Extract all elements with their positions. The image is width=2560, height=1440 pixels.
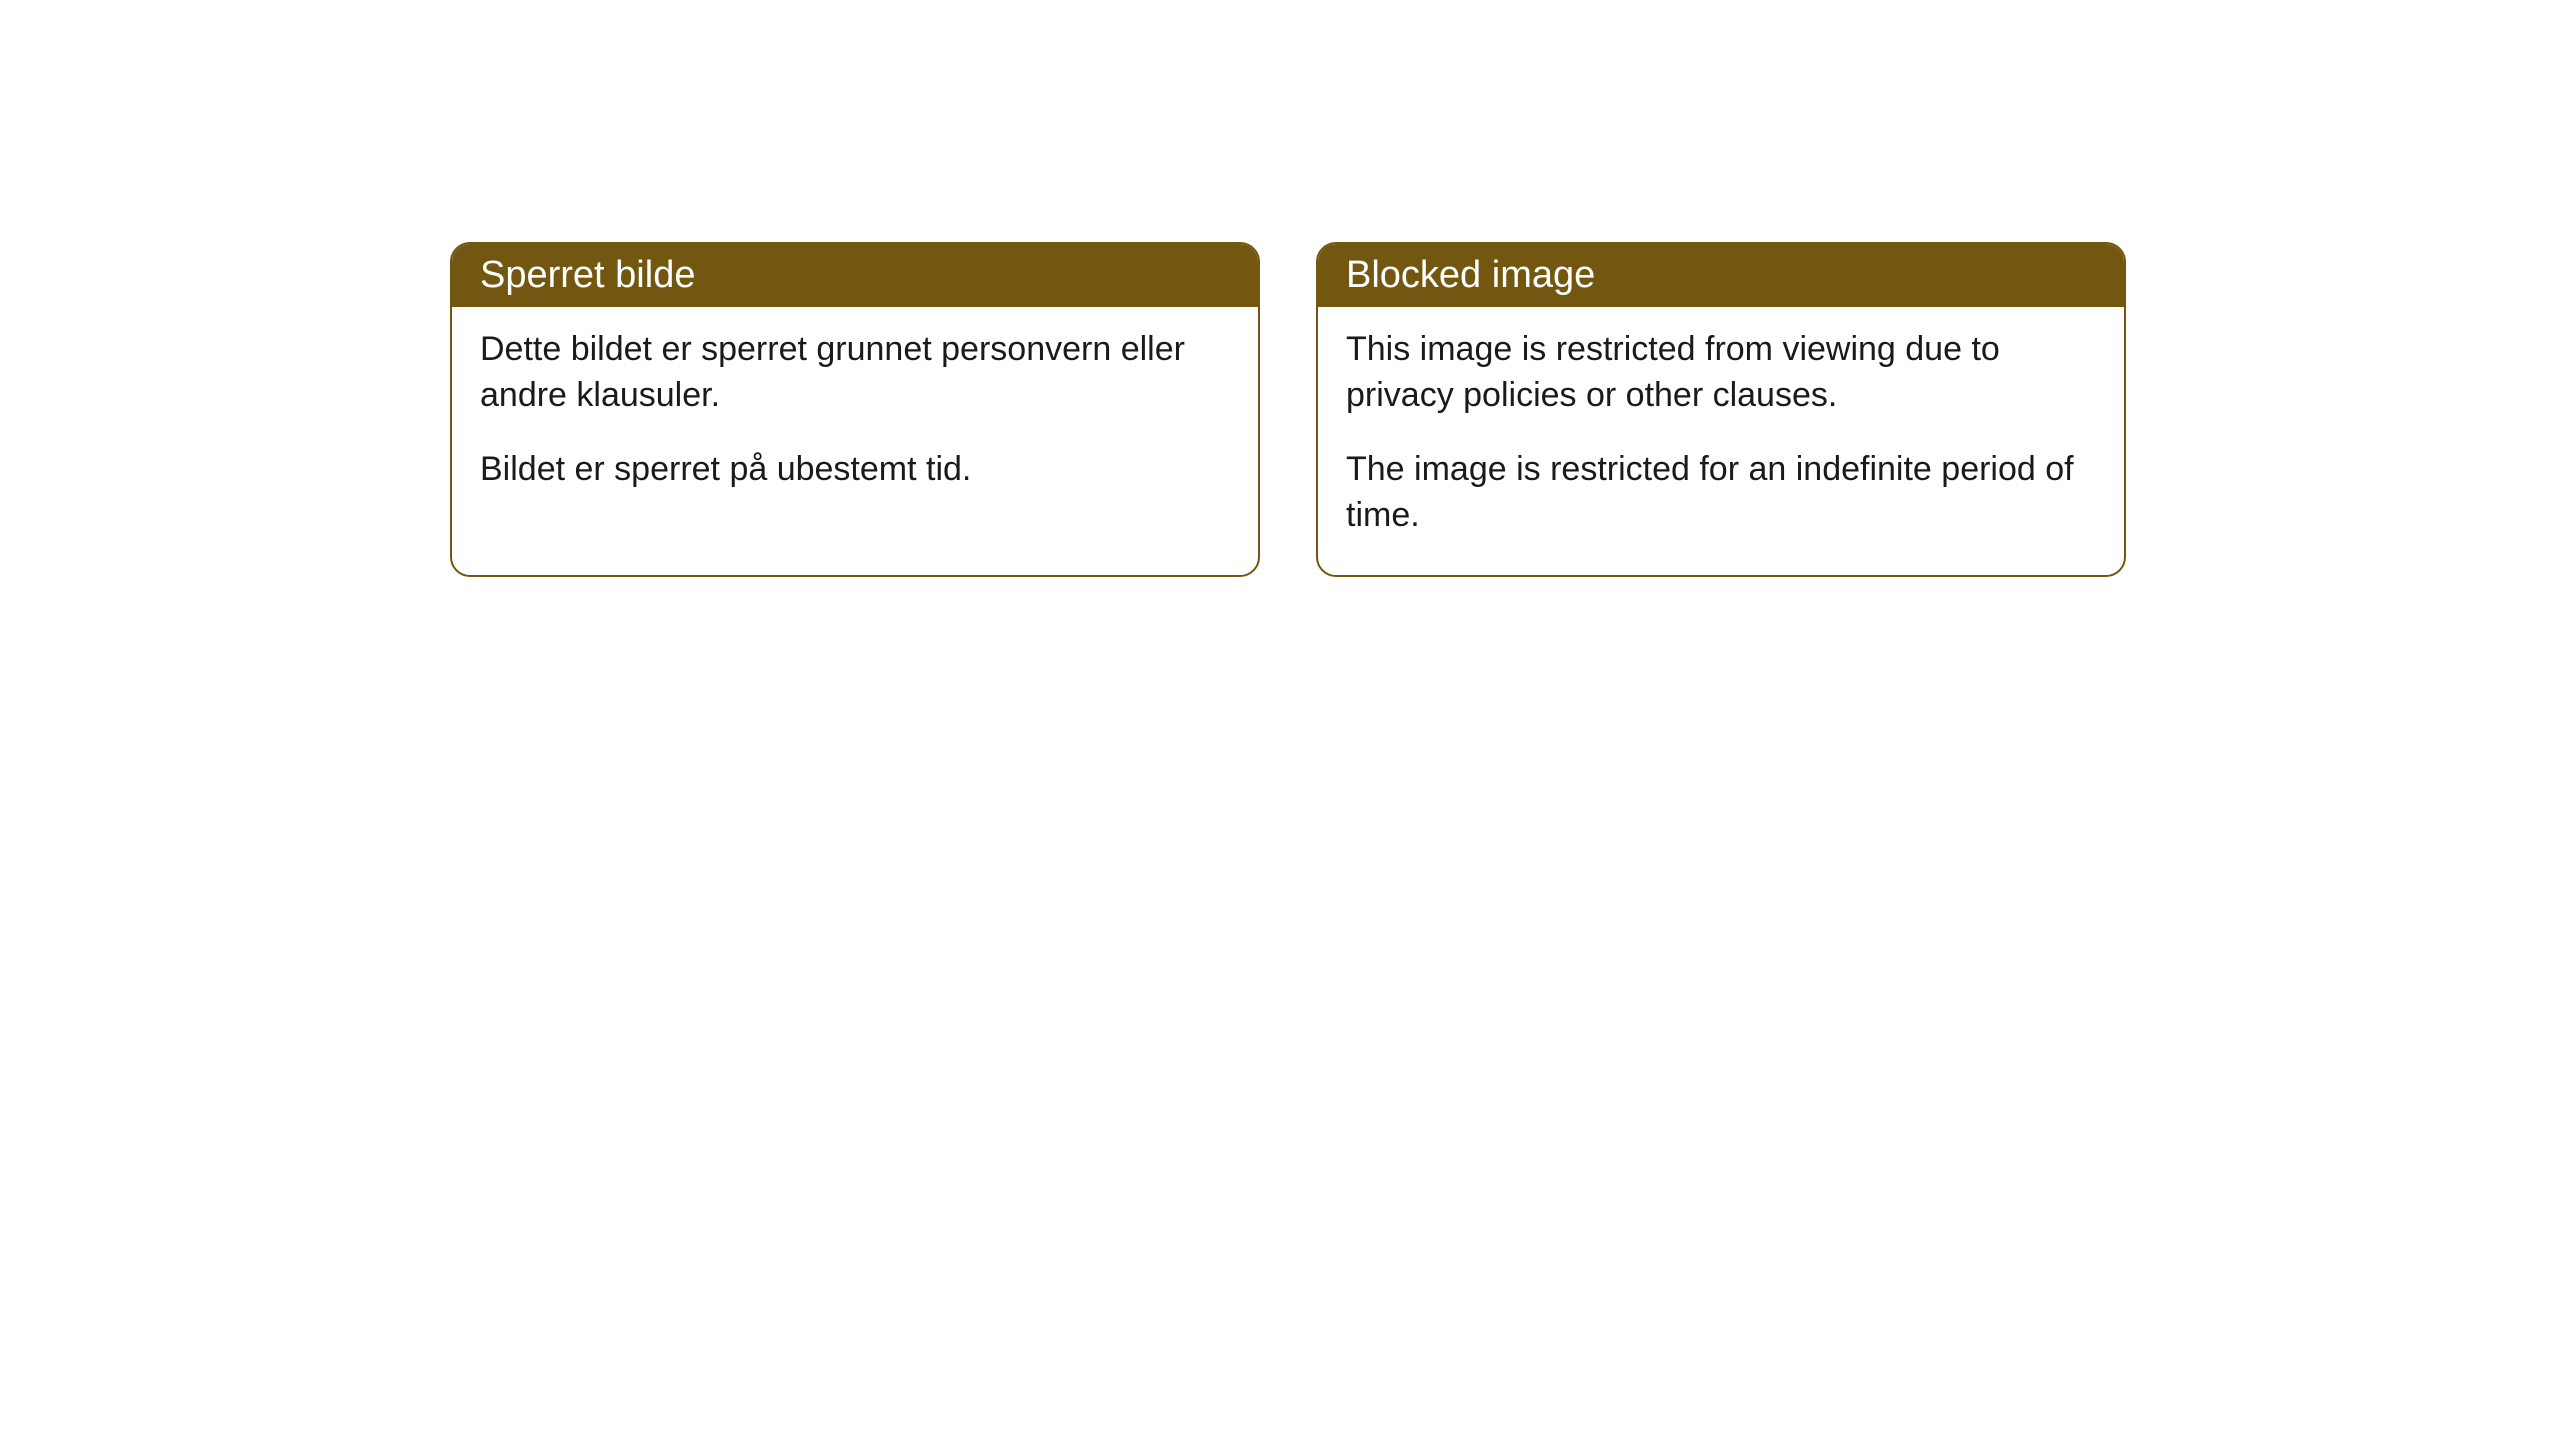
notice-title: Sperret bilde xyxy=(480,254,695,296)
notice-body-norwegian: Dette bildet er sperret grunnet personve… xyxy=(452,307,1258,529)
notice-card-norwegian: Sperret bilde Dette bildet er sperret gr… xyxy=(450,242,1260,577)
notice-header-english: Blocked image xyxy=(1318,244,2124,307)
notice-body-english: This image is restricted from viewing du… xyxy=(1318,307,2124,575)
notice-title: Blocked image xyxy=(1346,254,1595,296)
notice-paragraph: The image is restricted for an indefinit… xyxy=(1346,447,2096,539)
notice-card-english: Blocked image This image is restricted f… xyxy=(1316,242,2126,577)
notice-paragraph: Dette bildet er sperret grunnet personve… xyxy=(480,327,1230,419)
notice-header-norwegian: Sperret bilde xyxy=(452,244,1258,307)
notice-cards-container: Sperret bilde Dette bildet er sperret gr… xyxy=(0,0,2560,577)
notice-paragraph: This image is restricted from viewing du… xyxy=(1346,327,2096,419)
notice-paragraph: Bildet er sperret på ubestemt tid. xyxy=(480,447,1230,493)
